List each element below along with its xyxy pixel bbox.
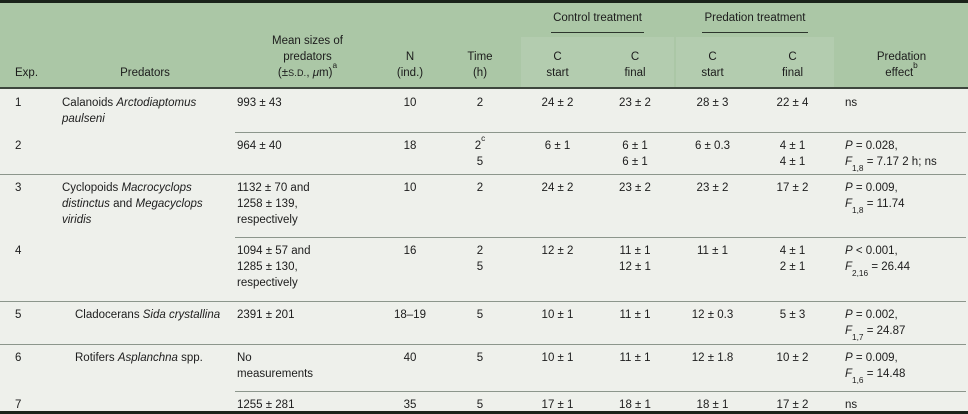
cell-control-c-start: 12 ± 2 [541,245,574,257]
table-row-exp-7: 7 1255 ± 281 35 5 17 ± 1 18 ± 1 18 ± 1 1… [0,391,968,411]
cell-n: 40 [403,352,417,364]
predation-columns-band [676,37,834,87]
control-columns-band [521,37,674,87]
cell-predation-effect: P < 0.001, F2,16 = 26.44 [845,245,911,278]
cell-predation-c-start: 11 ± 1 [696,245,729,257]
col-header-predation-effect: Predation effectb [876,51,927,79]
cell-mean-size: No measurements [237,352,314,380]
cell-predators [55,391,235,411]
cell-time: 5 [476,352,484,364]
cell-n: 10 [403,182,417,194]
cell-time: 5 [476,309,484,321]
cell-control-c-final: 11 ± 1 [619,352,651,364]
cell-exp: 5 [15,309,22,321]
cell-predation-c-final: 5 ± 3 [779,309,806,321]
cell-predation-c-start: 28 ± 3 [696,97,729,109]
cell-mean-size: 1132 ± 70 and 1258 ± 139, respectively [237,182,310,226]
control-treatment-label: Control treatment [551,10,644,33]
cell-predation-c-start: 23 ± 2 [696,182,729,194]
cell-control-c-start: 17 ± 1 [541,399,574,411]
control-treatment-group-header: Control treatment [520,10,675,33]
predation-treatment-label: Predation treatment [702,10,808,33]
cell-predation-c-final: 17 ± 2 [776,182,809,194]
cell-exp: 7 [15,399,22,411]
cell-predation-c-start: 6 ± 0.3 [694,140,731,152]
cell-n: 10 [403,97,417,109]
cell-predation-effect: ns [845,399,858,411]
cell-exp: 4 [15,245,22,257]
cell-control-c-start: 6 ± 1 [544,140,571,152]
cell-predation-c-final: 10 ± 2 [776,352,809,364]
cell-exp: 1 [15,97,22,109]
cell-predation-c-final: 22 ± 4 [776,97,809,109]
table-row-exp-3: 3 Cyclopoids Macrocyclops distinctus and… [0,174,968,237]
cell-exp: 6 [15,352,22,364]
column-header-row: Exp. Predators Mean sizes of predators (±s… [0,33,968,87]
cell-mean-size: 1255 ± 281 [237,399,295,411]
cell-predation-effect: P = 0.002, F1,7 = 24.87 [845,309,906,342]
col-header-mean-sizes: Mean sizes of predators (±s.d., μm)a [272,35,343,79]
cell-predators [55,237,235,301]
cell-predators: Rotifers Asplanchna spp. [75,352,203,364]
table-header: Control treatment Predation treatment Ex… [0,3,968,89]
cell-predators: Cyclopoids Macrocyclops distinctus and M… [62,182,203,226]
cell-control-c-start: 24 ± 2 [541,182,574,194]
table-row-exp-1: 1 Calanoids Arctodiaptomus paulseni 993 … [0,89,968,132]
cell-predators [55,132,235,174]
cell-n: 18 [403,140,417,152]
cell-time: 2 [476,97,484,109]
cell-predators: Calanoids Arctodiaptomus paulseni [62,97,197,125]
col-header-time: Time (h) [467,51,493,79]
cell-time: 5 [476,399,484,411]
table-row-exp-6: 6 Rotifers Asplanchna spp. No measurement… [0,344,968,391]
col-header-n: N (ind.) [396,51,424,79]
cell-exp: 3 [15,182,22,194]
cell-n: 35 [403,399,417,411]
cell-mean-size: 993 ± 43 [237,97,282,109]
cell-predators: Cladocerans Sida crystallina [75,309,221,321]
cell-time: 2 [476,182,484,194]
cell-control-c-final: 23 ± 2 [619,182,651,194]
table-body: 1 Calanoids Arctodiaptomus paulseni 993 … [0,89,968,411]
cell-mean-size: 1094 ± 57 and 1285 ± 130, respectively [237,245,311,289]
cell-control-c-final: 18 ± 1 [619,399,651,411]
cell-control-c-final: 11 ± 1 [619,309,651,321]
cell-predation-c-start: 12 ± 1.8 [691,352,734,364]
cell-time: 2c 5 [474,133,486,168]
cell-control-c-final: 23 ± 2 [619,97,651,109]
col-header-predators: Predators [120,67,170,79]
cell-predation-effect: P = 0.009, F1,6 = 14.48 [845,352,906,385]
cell-mean-size: 964 ± 40 [237,140,282,152]
cell-control-c-start: 10 ± 1 [541,309,574,321]
cell-n: 16 [403,245,417,257]
cell-control-c-start: 24 ± 2 [541,97,574,109]
table-row-exp-4: 4 1094 ± 57 and 1285 ± 130, respectively 1… [0,237,968,301]
predation-treatment-group-header: Predation treatment [675,10,835,33]
table-row-exp-5: 5 Cladocerans Sida crystallina 2391 ± 20… [0,301,968,344]
cell-predation-effect: P = 0.028, F1,8 = 7.17 2 h; ns [845,140,937,173]
cell-predation-c-start: 18 ± 1 [696,399,729,411]
cell-control-c-final: 11 ± 1 12 ± 1 [619,245,651,273]
col-header-exp: Exp. [15,67,39,79]
cell-control-c-start: 10 ± 1 [541,352,574,364]
cell-predation-effect: ns [845,97,858,109]
cell-exp: 2 [15,140,22,152]
cell-predation-effect: P = 0.009, F1,8 = 11.74 [845,182,905,215]
cell-mean-size: 2391 ± 201 [237,309,295,321]
cell-n: 18–19 [394,309,426,321]
cell-predation-c-start: 12 ± 0.3 [691,309,734,321]
cell-predation-c-final: 17 ± 2 [776,399,809,411]
